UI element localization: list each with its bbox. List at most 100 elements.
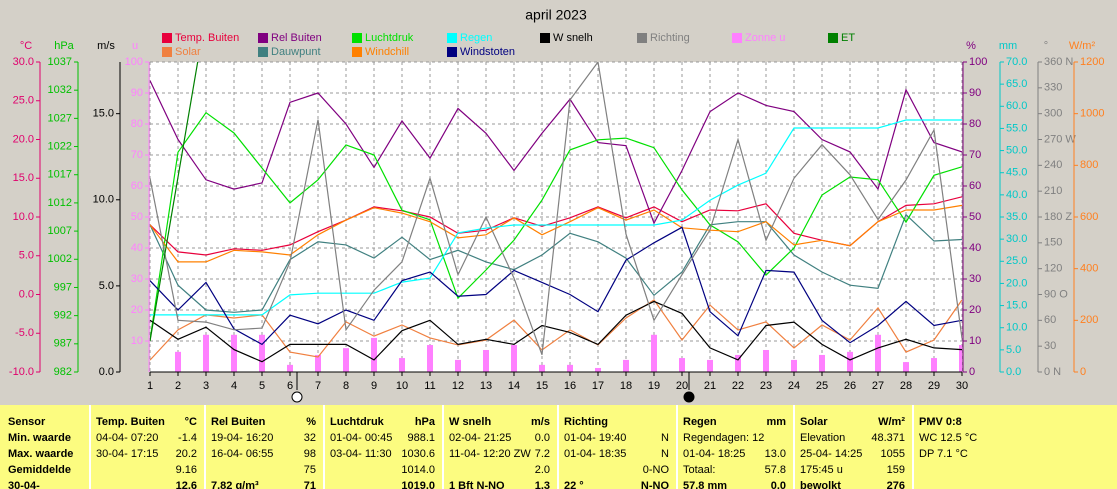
y-tick-label: 1000: [1080, 108, 1104, 120]
bar: [175, 351, 181, 372]
axis-unit: %: [966, 40, 976, 52]
column-unit: W/m²: [878, 416, 905, 428]
bar: [371, 337, 377, 372]
bar: [287, 364, 293, 372]
y-tick-label: 0: [1080, 366, 1086, 378]
bar: [903, 362, 909, 372]
y-tick-label: 90: [131, 87, 143, 99]
y-tick-label: 65.0: [1006, 78, 1027, 90]
legend-label: Temp. Buiten: [175, 32, 239, 44]
cell-text: 01-04- 18:35: [564, 448, 626, 460]
x-tick-label: 27: [872, 380, 884, 392]
y-tick-label: 992: [54, 310, 72, 322]
y-tick-label: 1012: [48, 197, 72, 209]
cell-value: 13.0: [765, 448, 786, 460]
cell-value: 57.8: [765, 464, 786, 476]
legend-swatch: [637, 33, 647, 43]
series-line: [150, 226, 962, 346]
column-unit: hPa: [415, 416, 436, 428]
cell-text: 01-04- 18:25: [683, 448, 745, 460]
y-tick-label: 15.0: [93, 108, 114, 120]
y-tick-label: 40: [969, 242, 981, 254]
y-tick-label: 50: [131, 211, 143, 223]
legend-label: Solar: [175, 46, 201, 58]
bar: [847, 351, 853, 372]
y-tick-label: 5.0: [99, 280, 114, 292]
column-unit: %: [306, 416, 316, 428]
y-tick-label: 0.0: [99, 366, 114, 378]
cell-text: 19-04- 16:20: [211, 432, 273, 444]
cell-value: 159: [887, 464, 905, 476]
x-tick-label: 10: [396, 380, 408, 392]
cell-text: 16-04- 06:55: [211, 448, 273, 460]
y-tick-label: 330: [1044, 82, 1062, 94]
bar: [567, 364, 573, 372]
column-header: Regen: [683, 416, 717, 428]
bar: [931, 358, 937, 372]
legend-label: Zonne u: [745, 32, 785, 44]
y-tick-label: 240: [1044, 159, 1062, 171]
y-tick-label: 30: [1044, 340, 1056, 352]
legend-swatch: [540, 33, 550, 43]
y-tick-label: 180 Z: [1044, 211, 1072, 223]
x-tick-label: 3: [203, 380, 209, 392]
cell-value: 98: [304, 448, 316, 460]
cell-text: DP 7.1 °C: [919, 448, 968, 460]
series-line: [150, 213, 962, 313]
legend-swatch: [162, 33, 172, 43]
x-tick-label: 25: [816, 380, 828, 392]
cell-text: 25-04- 14:25: [800, 448, 862, 460]
cell-value: 75: [304, 464, 316, 476]
cell-value: 2.0: [535, 464, 550, 476]
cell-value: 20.2: [176, 448, 197, 460]
y-tick-label: 360 N: [1044, 56, 1073, 68]
bar: [595, 367, 601, 372]
y-tick-label: 0: [969, 366, 975, 378]
bar: [707, 359, 713, 372]
cell-value: 276: [887, 480, 905, 489]
x-tick-label: 22: [732, 380, 744, 392]
y-tick-label: 60: [969, 180, 981, 192]
column-header: Richting: [564, 416, 608, 428]
series-line: [150, 62, 962, 356]
y-tick-label: 30: [131, 273, 143, 285]
y-tick-label: 5.0: [19, 250, 34, 262]
y-tick-label: 270 W: [1044, 133, 1076, 145]
y-tick-label: 100: [969, 56, 987, 68]
cell-value: 0.0: [771, 480, 786, 489]
series-line: [150, 111, 962, 340]
cell-value: 1055: [881, 448, 905, 460]
y-tick-label: 1032: [48, 84, 72, 96]
x-tick-label: 1: [147, 380, 153, 392]
bar: [399, 358, 405, 372]
y-tick-label: 1027: [48, 112, 72, 124]
y-tick-label: 10.0: [1006, 322, 1027, 334]
axis-unit: m/s: [97, 40, 115, 52]
cell-text: 57.8 mm: [683, 480, 727, 489]
bar: [623, 359, 629, 372]
y-tick-label: 60: [131, 180, 143, 192]
cell-text: 11-04- 12:20 ZW: [449, 448, 531, 460]
x-tick-label: 14: [508, 380, 520, 392]
cell-value: -1.4: [178, 432, 197, 444]
cell-text: bewolkt: [800, 480, 841, 489]
x-tick-label: 29: [928, 380, 940, 392]
y-tick-label: 80: [131, 118, 143, 130]
cell-value: 9.16: [176, 464, 197, 476]
column-header: Solar: [800, 416, 828, 428]
cell-value: N: [661, 432, 669, 444]
x-tick-label: 26: [844, 380, 856, 392]
axis-unit: W/m²: [1069, 40, 1096, 52]
y-tick-label: 1022: [48, 140, 72, 152]
cell-value: 0-NO: [643, 464, 670, 476]
y-tick-label: -10.0: [9, 366, 34, 378]
cell-value: 988.1: [407, 432, 435, 444]
cell-text: Max. waarde: [8, 448, 73, 460]
legend-swatch: [732, 33, 742, 43]
column-unit: mm: [766, 416, 786, 428]
column-header: Sensor: [8, 416, 46, 428]
y-tick-label: -5.0: [15, 327, 34, 339]
x-tick-label: 6: [287, 380, 293, 392]
legend-label: ET: [841, 32, 855, 44]
